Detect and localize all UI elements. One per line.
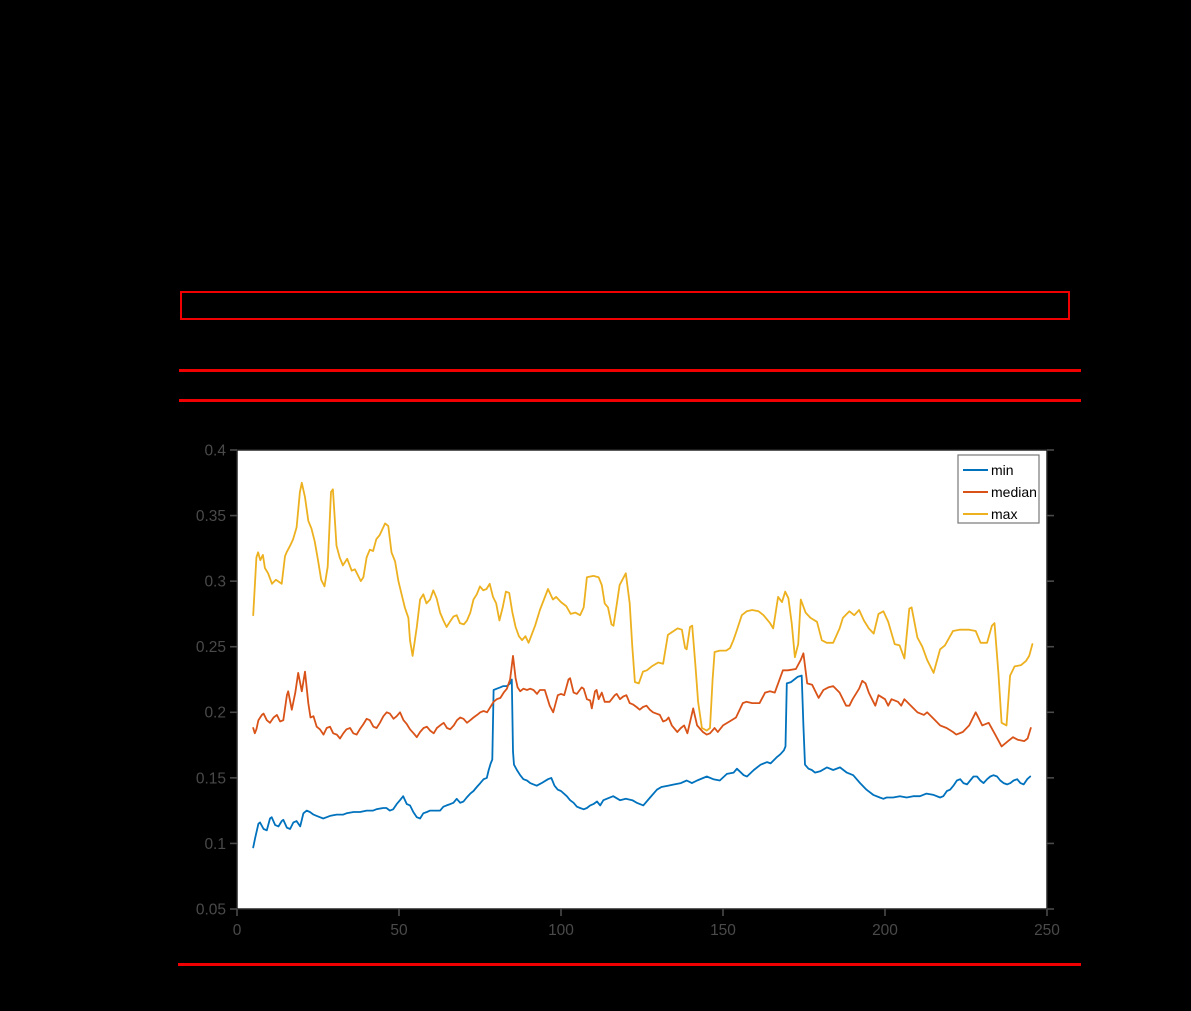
series-max-line — [252, 481, 1034, 732]
y-tick-label: 0.3 — [204, 574, 226, 591]
series-min-line — [252, 674, 1032, 849]
annotation-underline-2 — [179, 399, 1081, 402]
x-tick-label: 50 — [390, 922, 408, 939]
annotation-underline-1 — [179, 369, 1081, 372]
series-median-line — [252, 652, 1032, 748]
x-tick-label: 250 — [1034, 922, 1060, 939]
legend-box — [957, 454, 1040, 524]
annotation-review-box — [180, 291, 1070, 320]
x-tick-label: 0 — [233, 922, 242, 939]
y-tick-label: 0.15 — [196, 770, 226, 787]
y-tick-label: 0.05 — [196, 901, 226, 918]
y-tick-label: 0.4 — [204, 442, 226, 459]
plot-area — [236, 449, 1048, 910]
legend-median-label: median — [991, 484, 1037, 500]
annotation-underline-3 — [178, 963, 1081, 966]
y-tick-label: 0.25 — [196, 639, 226, 656]
legend-min-label: min — [991, 462, 1014, 478]
y-tick-label: 0.2 — [204, 705, 226, 722]
x-tick-label: 200 — [872, 922, 898, 939]
x-tick-label: 150 — [710, 922, 736, 939]
y-tick-label: 0.35 — [196, 508, 226, 525]
y-tick-label: 0.1 — [204, 836, 226, 853]
x-tick-label: 100 — [548, 922, 574, 939]
legend-max-label: max — [991, 506, 1017, 522]
